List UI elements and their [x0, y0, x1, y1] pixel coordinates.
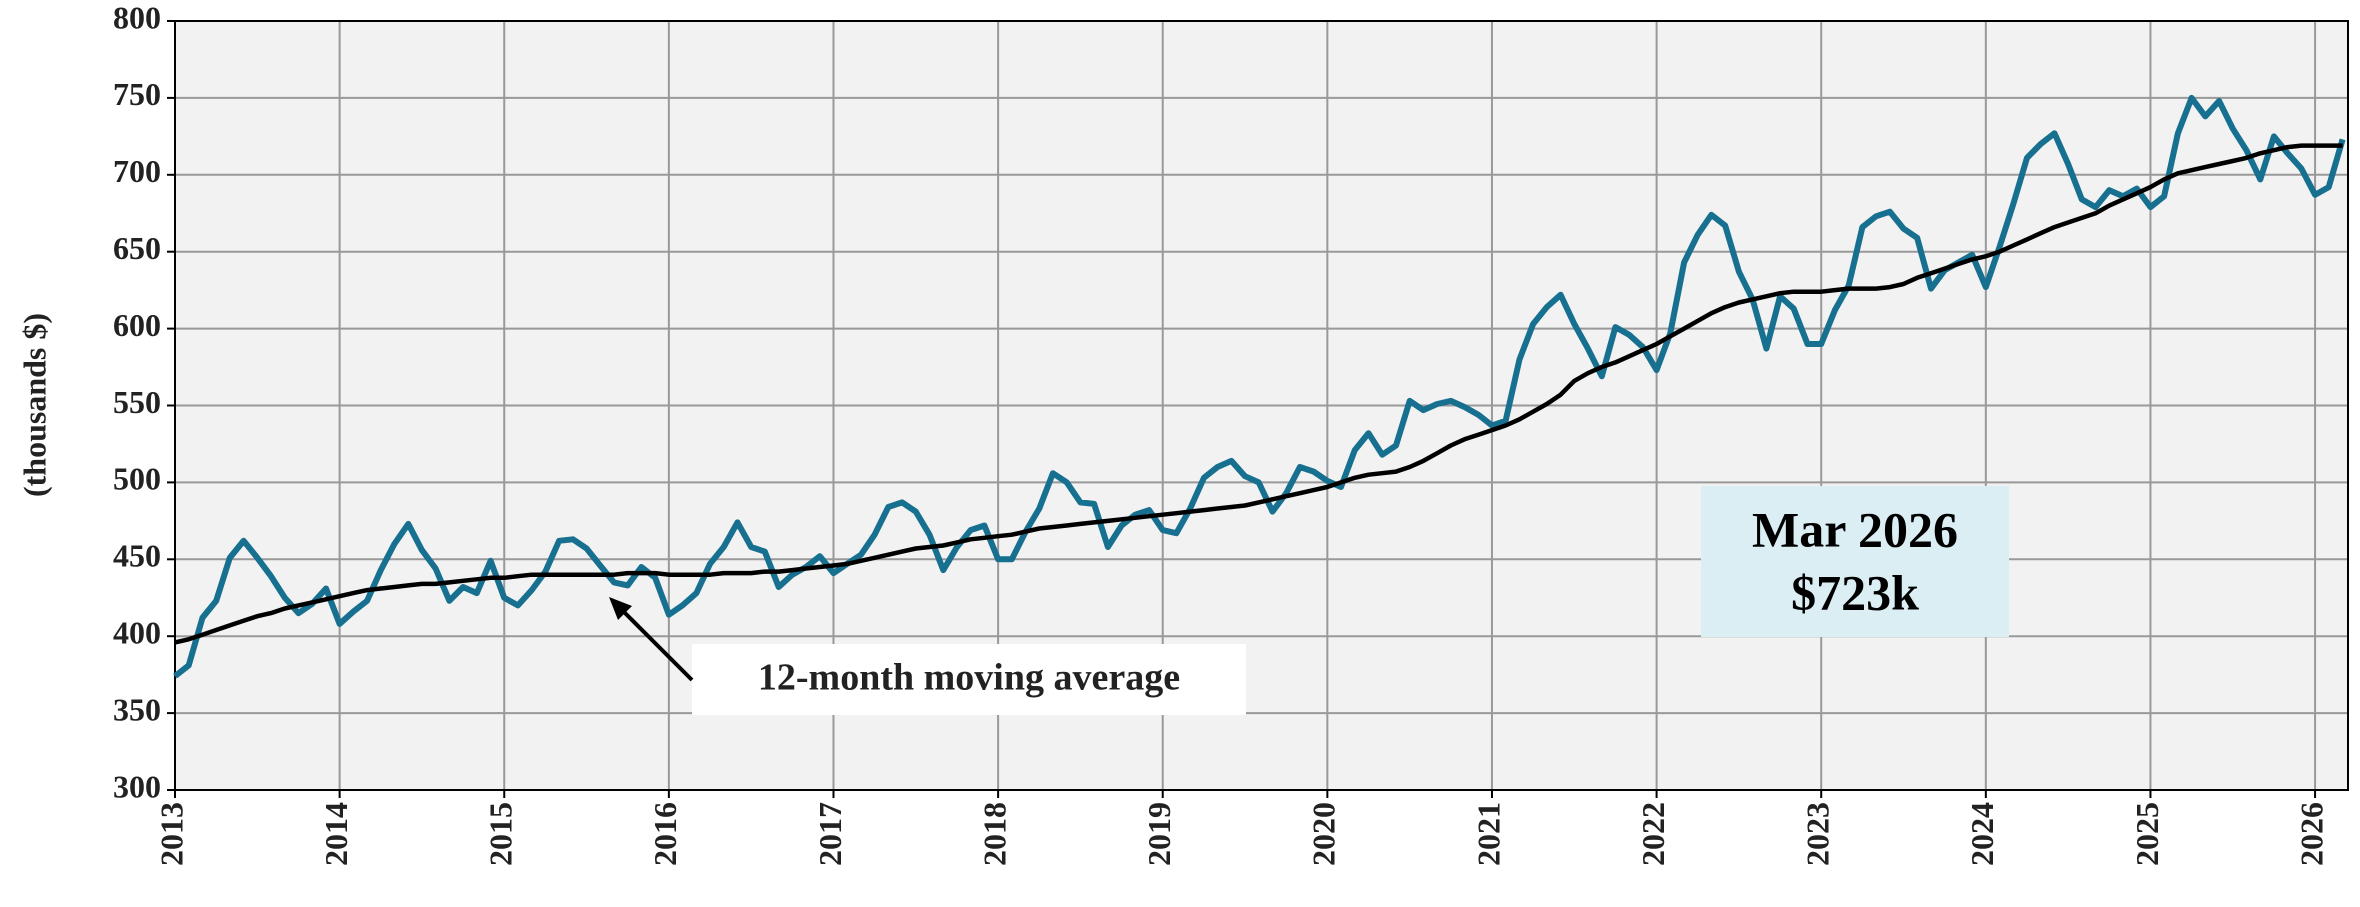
annotation-text: $723k	[1791, 564, 1919, 620]
y-tick-label: 500	[113, 461, 161, 497]
x-tick-label: 2013	[153, 802, 189, 866]
y-tick-label: 450	[113, 538, 161, 574]
x-tick-label: 2017	[812, 802, 848, 866]
y-tick-label: 650	[113, 230, 161, 266]
y-tick-label: 800	[113, 0, 161, 35]
y-tick-label: 750	[113, 76, 161, 112]
x-tick-label: 2019	[1141, 802, 1177, 866]
y-tick-label: 700	[113, 153, 161, 189]
x-tick-label: 2026	[2293, 802, 2329, 866]
x-tick-label: 2018	[976, 802, 1012, 866]
x-tick-label: 2014	[318, 802, 354, 866]
annotation-text: 12-month moving average	[758, 657, 1180, 699]
plot-frame	[174, 20, 2349, 791]
x-tick-label: 2016	[647, 802, 683, 866]
annotation-text: Mar 2026	[1752, 501, 1958, 557]
x-tick-label: 2015	[483, 802, 519, 866]
x-tick-label: 2023	[1800, 802, 1836, 866]
y-tick-label: 300	[113, 768, 161, 804]
annotation-arrow	[614, 602, 694, 682]
x-tick-label: 2021	[1470, 802, 1506, 866]
y-tick-label: 550	[113, 384, 161, 420]
series-line	[174, 143, 2343, 645]
x-tick-label: 2025	[2129, 802, 2165, 866]
annotation-box	[692, 644, 1246, 715]
annotation-arrowhead	[609, 597, 632, 620]
y-tick-label: 600	[113, 307, 161, 343]
x-tick-label: 2024	[1964, 802, 2000, 866]
annotation-box	[1701, 486, 2009, 637]
x-tick-label: 2022	[1635, 802, 1671, 866]
y-tick-label: 400	[113, 615, 161, 651]
series-line	[173, 94, 2346, 679]
x-tick-label: 2020	[1306, 802, 1342, 866]
y-tick-label: 350	[113, 691, 161, 727]
y-axis-label: (thousands $)	[16, 313, 52, 497]
